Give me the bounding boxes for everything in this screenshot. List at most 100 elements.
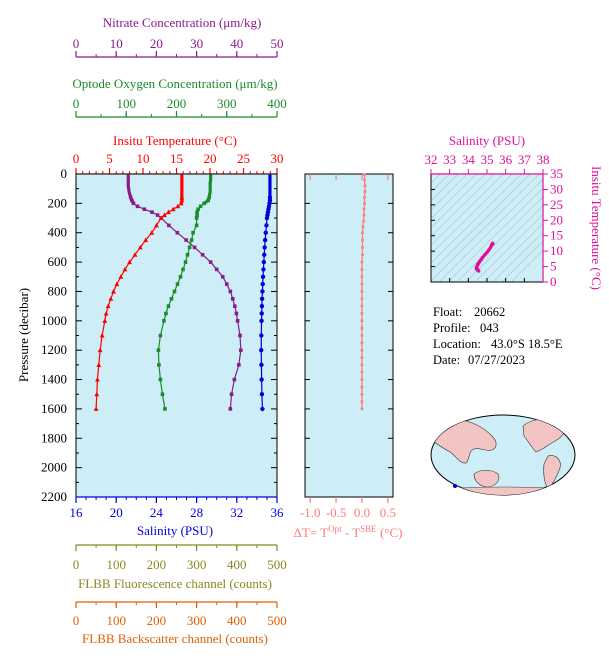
nitrate-point (238, 333, 242, 338)
nitrate-point (150, 210, 154, 214)
delta-point (360, 341, 364, 345)
delta-t-axis: -1.0 -0.5 0.0 0.5 (300, 173, 396, 520)
pressure-tick-label: 400 (48, 225, 68, 240)
nitrate-point (235, 319, 240, 323)
main-profile-panel (75, 173, 278, 498)
land-asia (431, 420, 497, 464)
oxygen-point (187, 245, 192, 250)
salinity-point (260, 406, 265, 412)
backscatter-tick-label: 100 (106, 613, 126, 628)
salinity-tick-label: 36 (271, 505, 285, 520)
pressure-tick-label: 2000 (41, 460, 67, 475)
ts-temperature-tick-label: 25 (550, 197, 563, 212)
oxygen-point (196, 207, 200, 212)
salinity-axis-label: Salinity (PSU) (137, 523, 213, 538)
pressure-tick-label: 1000 (41, 313, 67, 328)
salinity-point (260, 274, 266, 279)
profile-value: 043 (480, 321, 499, 335)
pressure-tick-label: 1200 (41, 342, 67, 357)
float-info: Float: 20662 Profile: 043 Location: 43.0… (433, 305, 563, 367)
ts-salinity-tick-label: 32 (425, 152, 438, 167)
density-contour (501, 240, 543, 282)
backscatter-axis-label: FLBB Backscatter channel (counts) (82, 631, 268, 646)
nitrate-tick-label: 0 (73, 36, 80, 51)
delta-point (360, 356, 364, 359)
temperature-point (170, 206, 176, 212)
oxygen-axis-label: Optode Oxygen Concentration (μm/kg) (72, 76, 277, 91)
oxygen-point (189, 238, 194, 242)
delta-point (363, 196, 366, 199)
nitrate-point (237, 363, 241, 367)
profile-label: Profile: (433, 321, 471, 335)
oxygen-point (163, 407, 167, 411)
ts-temperature-label: Insitu Temperature (°C) (589, 166, 604, 290)
oxygen-point (169, 296, 174, 301)
density-contour (431, 174, 531, 273)
nitrate-point (232, 304, 237, 308)
nitrate-point (220, 274, 225, 279)
density-contour (431, 174, 513, 255)
delta-point (360, 304, 364, 308)
density-contour (431, 174, 504, 246)
temperature-surface-line (179, 174, 184, 204)
salinity-point (263, 230, 268, 235)
oxygen-point (164, 311, 168, 316)
salinity-point (259, 303, 265, 309)
temperature-tick-label: 10 (137, 151, 150, 166)
temperature-point (105, 303, 111, 309)
delta-point (361, 225, 365, 229)
float-value: 20662 (474, 305, 505, 319)
temperature-point (118, 274, 124, 279)
temperature-point (162, 212, 167, 218)
temperature-point (102, 318, 108, 323)
nitrate-axis: Nitrate Concentration (μm/kg) 0 10 20 30 40 5… (73, 15, 284, 58)
temperature-point (127, 259, 132, 265)
temperature-point (166, 209, 171, 215)
density-contours (431, 174, 543, 282)
nitrate-point (228, 289, 233, 294)
delta-point (360, 392, 364, 396)
delta-point (360, 378, 364, 381)
salinity-point (259, 362, 264, 368)
delta-point (361, 246, 364, 249)
delta-point (360, 319, 364, 323)
location-label: Location: (433, 337, 481, 351)
temperature-point (154, 222, 159, 228)
temperature-point (96, 362, 102, 367)
ts-point (482, 253, 487, 257)
date-label: Date: (433, 353, 460, 367)
ts-panel (430, 173, 544, 283)
float-location-marker (453, 484, 457, 488)
fluorescence-tick-label: 100 (106, 557, 126, 572)
density-contour (431, 174, 495, 237)
delta-point (360, 348, 364, 352)
nitrate-point (135, 204, 140, 209)
salinity-point (260, 281, 265, 287)
salinity-point (264, 215, 270, 221)
ts-salinity-tick-label: 33 (443, 152, 456, 167)
ts-point (485, 250, 489, 255)
temperature-tick-label: 20 (204, 151, 217, 166)
delta-tick-label: -0.5 (326, 505, 347, 520)
ts-series (474, 241, 495, 273)
fluorescence-axis-label: FLBB Fluorescence channel (counts) (78, 576, 272, 591)
density-contour (438, 178, 543, 282)
backscatter-tick-label: 300 (187, 613, 207, 628)
density-contour (447, 187, 543, 282)
density-contour (483, 223, 543, 282)
delta-point (360, 400, 364, 403)
oxygen-tick-label: 100 (117, 96, 137, 111)
delta-point (361, 231, 364, 235)
delta-point (361, 253, 364, 257)
oxygen-point (160, 392, 165, 397)
delta-point (363, 173, 366, 177)
salinity-point (261, 259, 267, 265)
pressure-tick-label: 2200 (41, 489, 67, 504)
ts-point (487, 248, 491, 252)
salinity-point (264, 223, 269, 228)
pressure-tick-label: 0 (61, 166, 68, 181)
nitrate-point (224, 282, 229, 286)
oxygen-point (185, 252, 190, 257)
temperature-tick-label: 25 (237, 151, 250, 166)
fluorescence-axis: 0 100 200 300 400 500 FLBB Fluorescence chann… (73, 544, 287, 591)
